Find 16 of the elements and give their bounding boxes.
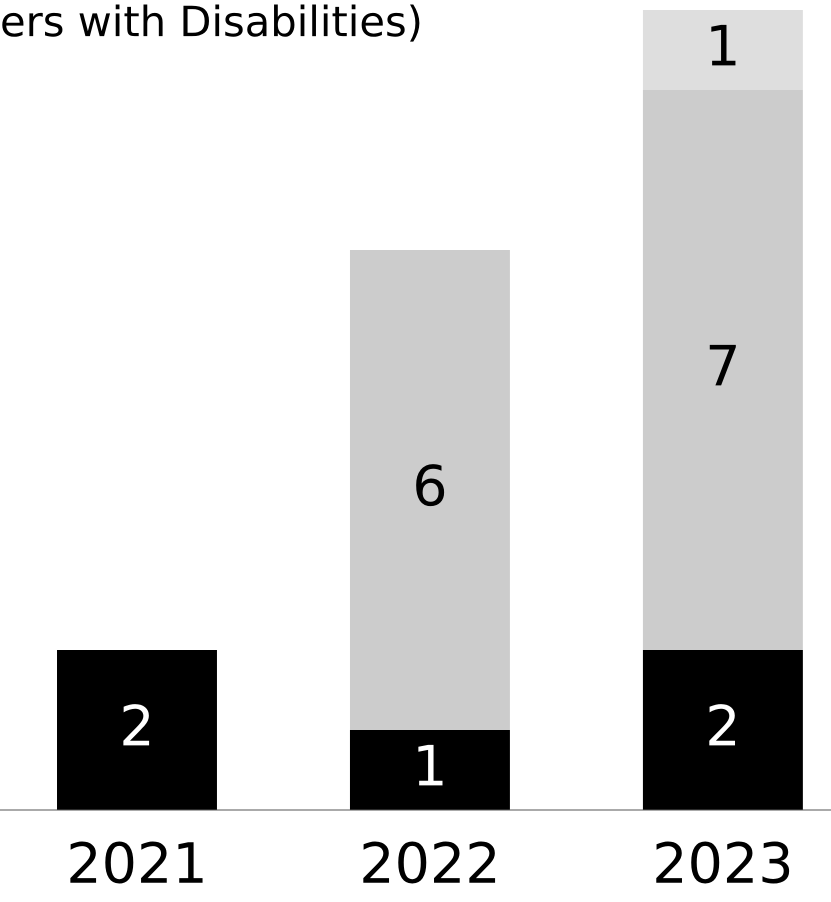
data-label: 6 (416, 464, 444, 506)
data-label: 1 (711, 24, 736, 66)
bar (642, 10, 803, 90)
x-tick-label: 2022 (363, 842, 496, 884)
bar (350, 730, 510, 810)
x-tick-label: 2021 (70, 842, 203, 884)
chart-title: ers with Disabilities) (2, 4, 420, 42)
bar (350, 250, 510, 730)
data-label: 1 (418, 744, 442, 786)
data-label: 7 (710, 344, 736, 386)
bar (642, 90, 803, 650)
bar (642, 650, 803, 810)
bar (57, 650, 217, 810)
data-label: 2 (123, 704, 150, 746)
x-tick-label: 2023 (656, 842, 790, 884)
data-label: 2 (709, 704, 736, 746)
